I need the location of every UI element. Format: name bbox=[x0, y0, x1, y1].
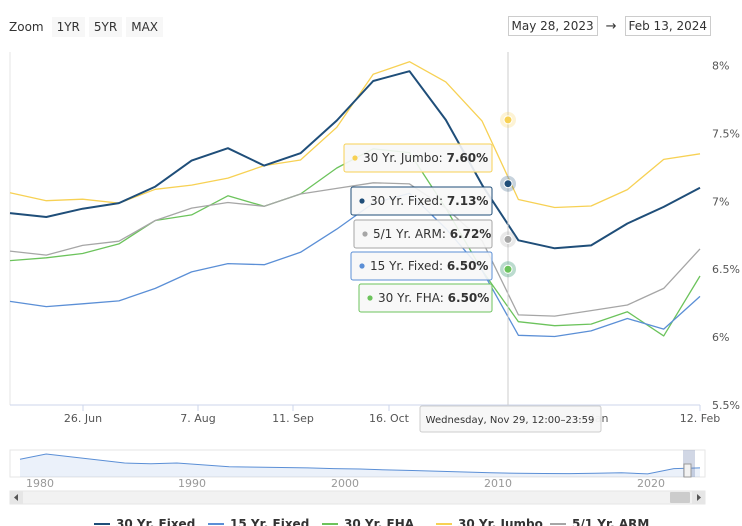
legend-item-label: 15 Yr. Fixed bbox=[230, 517, 309, 526]
navigator-area bbox=[20, 454, 700, 477]
tooltip-dot-jumbo bbox=[352, 155, 358, 161]
tooltip-label-fixed30: 30 Yr. Fixed: 7.13% bbox=[370, 194, 488, 208]
x-tick-label: 11. Sep bbox=[272, 412, 314, 425]
tooltip-label-arm: 5/1 Yr. ARM: 6.72% bbox=[373, 227, 491, 241]
tooltip-label-fha: 30 Yr. FHA: 6.50% bbox=[378, 291, 489, 305]
tooltip-dot-fixed30 bbox=[359, 198, 365, 204]
x-tick-label: 26. Jun bbox=[64, 412, 102, 425]
zoom-1yr-button[interactable]: 1YR bbox=[51, 17, 85, 37]
hover-marker-fixed30 bbox=[503, 179, 513, 189]
hover-marker-jumbo bbox=[503, 115, 513, 125]
legend-item-label: 30 Yr. Jumbo bbox=[458, 517, 543, 526]
tooltip-dot-arm bbox=[362, 231, 368, 237]
series-line-fixed30 bbox=[9, 70, 701, 250]
date-tooltip-label: Wednesday, Nov 29, 12:00–23:59 bbox=[426, 415, 595, 426]
range-from-input[interactable]: May 28, 2023 bbox=[507, 16, 598, 36]
x-tick-label: 16. Oct bbox=[369, 412, 410, 425]
navigator-tick-label: 1990 bbox=[178, 477, 206, 490]
tooltip-box-fixed30 bbox=[350, 186, 493, 216]
zoom-max-button[interactable]: MAX bbox=[126, 17, 164, 37]
zoom-5yr-button[interactable]: 5YR bbox=[88, 17, 123, 37]
tooltip-box-fha bbox=[358, 283, 493, 313]
date-range: May 28, 2023 → Feb 13, 2024 bbox=[507, 16, 711, 36]
y-tick-label: 6% bbox=[712, 331, 729, 344]
legend-item-label: 5/1 Yr. ARM bbox=[572, 517, 649, 526]
x-tick-label: 12. Feb bbox=[680, 412, 720, 425]
y-tick-label: 7.5% bbox=[712, 127, 740, 140]
hover-marker-fha bbox=[503, 264, 513, 274]
y-tick-label: 8% bbox=[712, 60, 729, 73]
chevron-right-icon bbox=[697, 494, 701, 501]
legend-item-label: 30 Yr. FHA bbox=[344, 517, 415, 526]
navigator-line bbox=[19, 453, 701, 475]
hover-marker-arm bbox=[503, 234, 513, 244]
navigator-tick-label: 2020 bbox=[637, 477, 665, 490]
tooltip-dot-fixed15 bbox=[359, 263, 365, 269]
navigator-tick-label: 1980 bbox=[26, 477, 54, 490]
legend-item-label: 30 Yr. Fixed bbox=[116, 517, 195, 526]
chevron-left-icon bbox=[14, 494, 18, 501]
x-tick-label: 7. Aug bbox=[180, 412, 215, 425]
range-arrow: → bbox=[605, 18, 617, 34]
range-to-input[interactable]: Feb 13, 2024 bbox=[624, 16, 711, 36]
tooltip-box-fixed15 bbox=[350, 251, 493, 281]
zoom-bar: Zoom 1YR 5YR MAX bbox=[9, 17, 164, 37]
scrollbar-thumb[interactable] bbox=[670, 492, 690, 503]
tooltip-label-jumbo: 30 Yr. Jumbo: 7.60% bbox=[363, 151, 488, 165]
y-tick-label: 5.5% bbox=[712, 399, 740, 412]
scrollbar-track[interactable] bbox=[9, 490, 706, 505]
series-line-fixed15 bbox=[9, 192, 701, 338]
series-line-arm bbox=[9, 182, 701, 317]
y-tick-label: 6.5% bbox=[712, 263, 740, 276]
tooltip-dot-fha bbox=[367, 295, 373, 301]
navigator-tick-label: 2000 bbox=[331, 477, 359, 490]
zoom-label: Zoom bbox=[9, 20, 44, 34]
tooltip-box-arm bbox=[353, 219, 493, 249]
tooltip-label-fixed15: 15 Yr. Fixed: 6.50% bbox=[370, 259, 488, 273]
date-tooltip-box bbox=[419, 405, 602, 433]
tooltip-box-jumbo bbox=[343, 143, 493, 173]
navigator-handle[interactable] bbox=[683, 463, 692, 478]
navigator-tick-label: 2010 bbox=[484, 477, 512, 490]
y-tick-label: 7% bbox=[712, 195, 729, 208]
